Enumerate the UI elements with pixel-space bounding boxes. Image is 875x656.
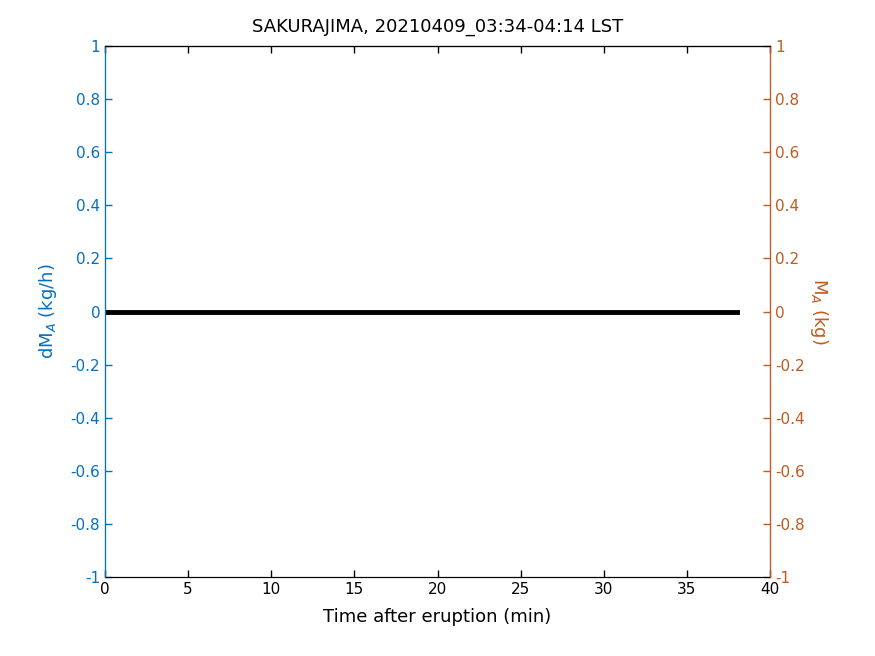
Title: SAKURAJIMA, 20210409_03:34-04:14 LST: SAKURAJIMA, 20210409_03:34-04:14 LST [252,18,623,36]
Y-axis label: dM$_A$ (kg/h): dM$_A$ (kg/h) [38,264,60,359]
Y-axis label: M$_A$ (kg): M$_A$ (kg) [808,278,829,345]
X-axis label: Time after eruption (min): Time after eruption (min) [324,608,551,626]
